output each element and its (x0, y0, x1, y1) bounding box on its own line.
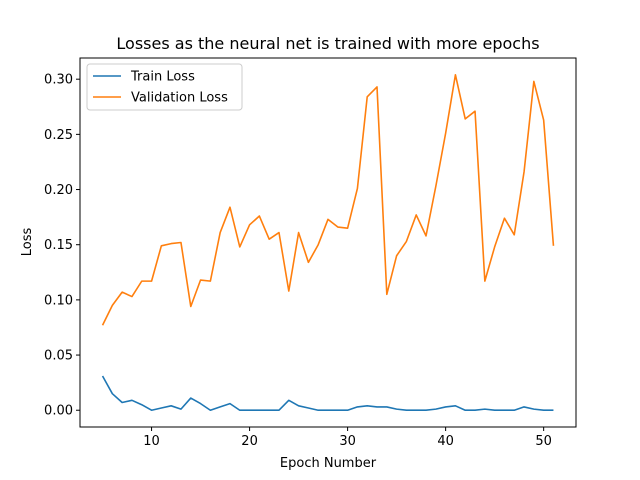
x-tick-label: 50 (535, 434, 552, 449)
x-tick-label: 20 (241, 434, 258, 449)
y-tick-label: 0.25 (44, 128, 73, 143)
x-axis-title: Epoch Number (280, 456, 377, 471)
x-tick-label: 10 (143, 434, 160, 449)
series-line-train-loss (101, 375, 554, 412)
legend-label-train-loss: Train Loss (130, 70, 195, 85)
x-tick-label: 40 (437, 434, 454, 449)
legend: Train Loss Validation Loss (86, 63, 243, 111)
y-axis-title: Loss (20, 228, 35, 257)
series-layer (101, 73, 555, 412)
plot-area (79, 57, 577, 428)
legend-label-validation-loss: Validation Loss (131, 91, 228, 106)
axes-frame (79, 57, 577, 428)
chart-title: Losses as the neural net is trained with… (116, 34, 539, 53)
x-axis-ticks: 10 20 30 40 50 (143, 427, 552, 449)
y-tick-label: 0.05 (44, 349, 73, 364)
y-axis-ticks: 0.00 0.05 0.10 0.15 0.20 0.25 0.30 (44, 73, 80, 419)
y-tick-label: 0.30 (44, 73, 73, 88)
y-tick-label: 0.10 (44, 293, 73, 308)
series-line-validation-loss (101, 73, 555, 326)
x-tick-label: 30 (339, 434, 356, 449)
y-tick-label: 0.15 (44, 238, 73, 253)
y-tick-label: 0.20 (44, 183, 73, 198)
legend-box (86, 63, 243, 111)
y-tick-label: 0.00 (44, 404, 73, 419)
